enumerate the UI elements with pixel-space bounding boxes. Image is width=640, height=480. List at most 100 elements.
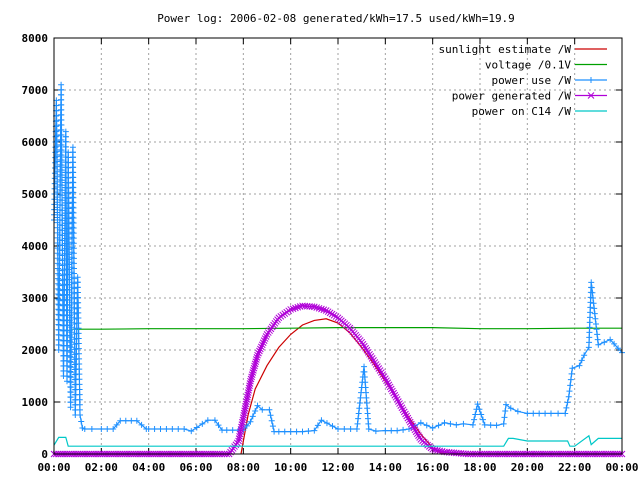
data-point-power-use-w bbox=[70, 219, 77, 226]
data-point-power-generated-w bbox=[408, 420, 415, 428]
data-point-power-use-w bbox=[243, 422, 250, 429]
data-point-power-use-w bbox=[500, 420, 507, 427]
data-point-power-use-w bbox=[356, 405, 363, 412]
data-point-power-use-w bbox=[355, 415, 362, 422]
data-point-power-use-w bbox=[588, 279, 595, 286]
data-point-power-use-w bbox=[247, 418, 254, 425]
data-point-power-use-w bbox=[71, 310, 78, 317]
data-point-power-use-w bbox=[54, 183, 61, 190]
data-point-power-use-w bbox=[70, 154, 77, 161]
data-point-power-use-w bbox=[594, 331, 601, 338]
data-point-power-generated-w bbox=[292, 304, 299, 312]
data-point-power-use-w bbox=[66, 241, 73, 248]
data-point-power-use-w bbox=[78, 418, 85, 425]
data-point-power-use-w bbox=[58, 187, 65, 194]
data-point-power-use-w bbox=[548, 410, 554, 417]
data-point-power-use-w bbox=[58, 116, 65, 123]
data-point-power-use-w bbox=[175, 426, 182, 433]
data-point-power-use-w bbox=[400, 426, 407, 433]
data-point-power-use-w bbox=[453, 421, 460, 428]
data-point-power-use-w bbox=[287, 428, 294, 435]
data-point-power-use-w bbox=[71, 356, 78, 363]
data-point-power-generated-w bbox=[405, 416, 413, 424]
data-point-power-generated-w bbox=[398, 404, 406, 412]
data-point-power-use-w bbox=[590, 300, 597, 307]
data-point-power-use-w bbox=[55, 321, 62, 328]
data-point-power-use-w bbox=[65, 195, 72, 202]
data-point-power-generated-w bbox=[404, 414, 412, 422]
data-point-power-use-w bbox=[364, 415, 371, 422]
data-point-power-use-w bbox=[54, 265, 61, 272]
data-point-power-use-w bbox=[71, 285, 78, 292]
data-point-power-use-w bbox=[318, 417, 325, 424]
data-point-power-use-w bbox=[75, 340, 82, 347]
data-point-power-use-w bbox=[70, 164, 77, 171]
data-point-power-use-w bbox=[70, 260, 77, 267]
data-point-power-use-w bbox=[223, 427, 230, 434]
data-point-power-use-w bbox=[70, 250, 77, 257]
data-point-power-generated-w bbox=[262, 333, 270, 340]
data-point-power-use-w bbox=[55, 347, 62, 353]
data-point-power-use-w bbox=[469, 421, 476, 428]
legend-label-power-on-c14-w: power on C14 /W bbox=[472, 105, 572, 118]
data-point-power-use-w bbox=[55, 306, 62, 313]
data-point-power-use-w bbox=[590, 295, 597, 301]
data-point-power-use-w bbox=[53, 138, 60, 145]
series-group bbox=[50, 81, 626, 458]
data-point-power-use-w bbox=[71, 265, 78, 272]
data-point-power-use-w bbox=[53, 158, 60, 165]
x-tick-label: 00:00 bbox=[605, 461, 638, 474]
data-point-power-use-w bbox=[58, 162, 65, 169]
data-point-power-use-w bbox=[58, 96, 65, 103]
data-point-power-use-w bbox=[502, 408, 509, 415]
data-point-power-use-w bbox=[55, 270, 62, 277]
data-point-power-use-w bbox=[591, 310, 598, 317]
data-point-power-use-w bbox=[55, 275, 62, 282]
data-point-power-use-w bbox=[193, 424, 200, 431]
data-point-power-use-w bbox=[588, 284, 595, 291]
data-point-power-use-w bbox=[70, 159, 77, 166]
x-tick-label: 18:00 bbox=[463, 461, 496, 474]
legend-label-sunlight-estimate-w: sunlight estimate /W bbox=[439, 43, 572, 56]
data-point-power-use-w bbox=[365, 420, 372, 427]
data-point-power-use-w bbox=[58, 167, 65, 174]
data-point-power-use-w bbox=[71, 361, 78, 368]
data-point-power-use-w bbox=[76, 355, 83, 362]
data-point-power-use-w bbox=[479, 416, 486, 423]
data-point-power-use-w bbox=[65, 220, 72, 227]
data-point-power-generated-w bbox=[254, 351, 261, 359]
data-point-power-use-w bbox=[361, 368, 368, 375]
data-point-power-use-w bbox=[52, 144, 59, 151]
data-point-power-use-w bbox=[266, 406, 273, 413]
data-point-power-use-w bbox=[60, 317, 67, 324]
data-point-power-generated-w bbox=[397, 402, 405, 409]
data-point-power-use-w bbox=[423, 422, 430, 429]
data-point-power-generated-w bbox=[313, 304, 321, 311]
data-point-power-use-w bbox=[356, 400, 363, 407]
data-point-power-use-w bbox=[199, 420, 206, 427]
data-point-power-use-w bbox=[62, 138, 69, 145]
data-point-power-use-w bbox=[268, 417, 275, 424]
data-point-power-use-w bbox=[188, 428, 195, 435]
data-point-power-use-w bbox=[151, 426, 158, 433]
data-point-power-generated-w bbox=[383, 377, 390, 385]
data-point-power-use-w bbox=[70, 179, 77, 186]
data-point-power-use-w bbox=[67, 358, 74, 365]
data-point-power-use-w bbox=[163, 426, 170, 433]
data-point-power-use-w bbox=[71, 275, 78, 282]
data-point-power-use-w bbox=[347, 426, 354, 433]
data-point-power-use-w bbox=[568, 370, 575, 377]
data-point-power-generated-w bbox=[261, 335, 269, 342]
y-tick-label: 3000 bbox=[22, 292, 49, 305]
data-point-power-generated-w bbox=[324, 308, 332, 316]
data-point-power-use-w bbox=[507, 405, 514, 412]
data-point-power-use-w bbox=[55, 301, 62, 308]
data-point-power-use-w bbox=[65, 215, 72, 222]
data-point-power-generated-w bbox=[258, 341, 266, 349]
data-point-power-use-w bbox=[58, 101, 65, 108]
data-point-power-use-w bbox=[58, 106, 65, 113]
data-point-power-use-w bbox=[66, 327, 73, 334]
data-point-power-use-w bbox=[514, 408, 521, 415]
data-point-power-use-w bbox=[56, 276, 63, 283]
series-line-power-on-c14-w bbox=[53, 434, 622, 447]
